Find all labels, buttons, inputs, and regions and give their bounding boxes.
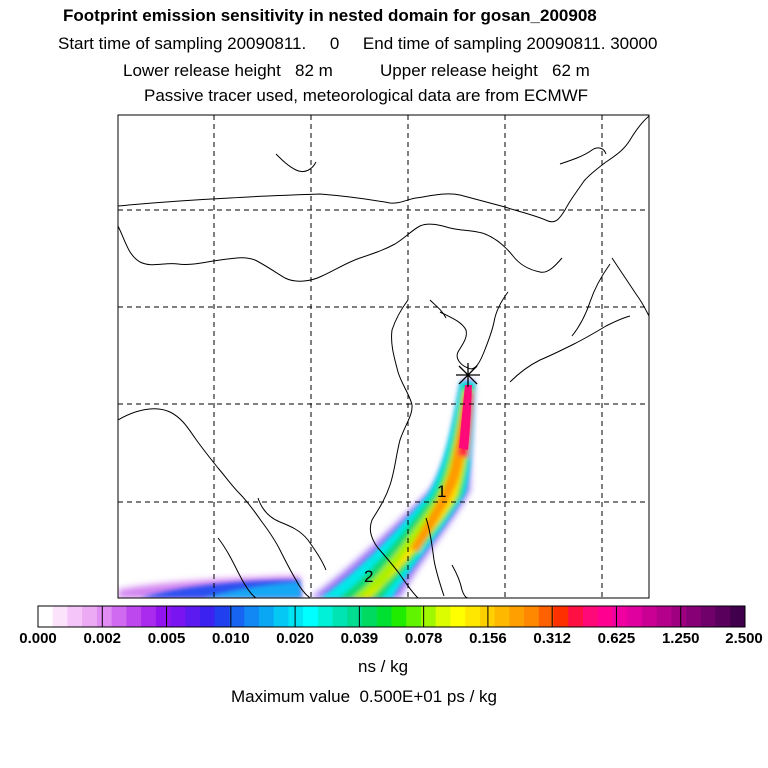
colorbar-swatch (376, 606, 392, 627)
colorbar (37, 605, 746, 628)
colorbar-swatch (82, 606, 98, 627)
plot-title: Footprint emission sensitivity in nested… (63, 6, 597, 25)
colorbar-swatch (303, 606, 319, 627)
colorbar-swatch (627, 606, 643, 627)
colorbar-swatch (111, 606, 127, 627)
colorbar-swatch (347, 606, 363, 627)
colorbar-swatch (244, 606, 260, 627)
colorbar-swatch (641, 606, 658, 627)
colorbar-tick-label: 0.000 (19, 630, 57, 647)
colorbar-swatch (229, 606, 245, 627)
colorbar-swatch (332, 606, 348, 627)
colorbar-swatch (170, 606, 186, 627)
colorbar-swatch (214, 606, 230, 627)
colorbar-swatch (450, 606, 466, 627)
colorbar-tick-label: 0.312 (533, 630, 571, 647)
colorbar-swatch (273, 606, 289, 627)
colorbar-swatch (362, 606, 378, 627)
footprint-plume (118, 380, 475, 598)
colorbar-swatch (67, 606, 83, 627)
colorbar-tick-label: 0.039 (340, 630, 379, 647)
colorbar-swatch (686, 606, 702, 627)
colorbar-swatch (420, 606, 437, 627)
colorbar-swatch (715, 606, 731, 627)
colorbar-tick-label: 0.020 (276, 630, 314, 647)
colorbar-swatch (582, 606, 599, 627)
colorbar-swatch (730, 606, 746, 627)
colorbar-swatch (96, 606, 113, 627)
colorbar-swatch (538, 606, 555, 627)
trajectory-label-1: 1 (437, 482, 446, 501)
colorbar-swatch (435, 606, 451, 627)
colorbar-swatch (200, 606, 216, 627)
colorbar-tick-label: 1.250 (661, 630, 700, 647)
colorbar-swatch (509, 606, 525, 627)
lat-lon-grid (118, 115, 649, 598)
colorbar-swatch (185, 606, 201, 627)
colorbar-swatch (38, 606, 54, 627)
colorbar-tick-label: 0.002 (83, 630, 122, 647)
colorbar-swatch (141, 606, 157, 627)
colorbar-swatch (656, 606, 672, 627)
coastlines (118, 115, 649, 598)
colorbar-units: ns / kg (358, 657, 409, 676)
star-marker (456, 363, 480, 387)
colorbar-swatch (288, 606, 304, 627)
colorbar-swatch (568, 606, 584, 627)
colorbar-swatch (126, 606, 142, 627)
colorbar-swatch (524, 606, 540, 627)
colorbar-swatch (597, 606, 613, 627)
colorbar-swatch (391, 606, 407, 627)
colorbar-swatch (700, 606, 717, 627)
colorbar-tick-label: 0.078 (404, 630, 443, 647)
colorbar-swatch (317, 606, 334, 627)
trajectory-label-2: 2 (364, 567, 373, 586)
colorbar-swatch (494, 606, 510, 627)
colorbar-tick-label: 0.625 (597, 630, 636, 647)
colorbar-tick-label: 0.156 (469, 630, 507, 647)
colorbar-swatch (465, 606, 481, 627)
colorbar-swatch (52, 606, 68, 627)
colorbar-tick-label: 2.500 (725, 630, 763, 647)
colorbar-swatch (155, 606, 172, 627)
colorbar-swatch (553, 606, 569, 627)
colorbar-tick-label: 0.010 (212, 630, 250, 647)
sampling-time-line: Start time of sampling 20090811. 0 End t… (58, 34, 658, 53)
release-height-line: Lower release height 82 m Upper release … (123, 61, 590, 80)
maximum-value-label: Maximum value 0.500E+01 ps / kg (231, 687, 497, 706)
colorbar-swatch (406, 606, 422, 627)
colorbar-swatch (671, 606, 687, 627)
colorbar-tick-label: 0.005 (147, 630, 186, 647)
map-frame (117, 114, 650, 599)
tracer-info-line: Passive tracer used, meteorological data… (144, 86, 589, 105)
colorbar-swatch (612, 606, 628, 627)
colorbar-swatch (258, 606, 275, 627)
